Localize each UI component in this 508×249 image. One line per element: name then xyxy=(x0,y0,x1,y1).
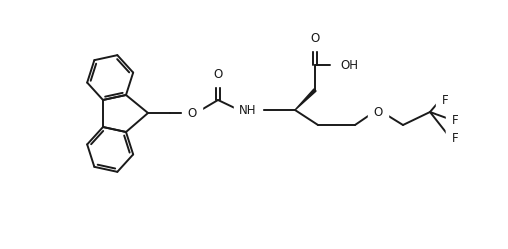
Text: O: O xyxy=(213,67,223,80)
Text: NH: NH xyxy=(239,104,257,117)
Text: OH: OH xyxy=(340,59,358,71)
Text: O: O xyxy=(187,107,197,120)
Text: F: F xyxy=(452,114,458,126)
Polygon shape xyxy=(295,89,316,110)
Text: F: F xyxy=(441,94,449,107)
Text: O: O xyxy=(310,32,320,45)
Text: F: F xyxy=(452,131,458,144)
Text: O: O xyxy=(373,106,383,119)
